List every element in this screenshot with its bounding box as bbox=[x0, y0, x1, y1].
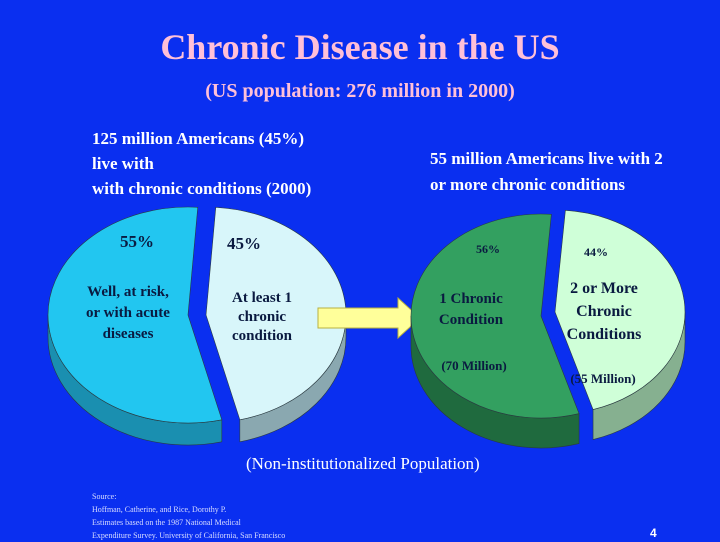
pie-slice-sublabel: (70 Million) bbox=[441, 358, 506, 373]
pie-slice bbox=[410, 213, 580, 419]
arrow-right-icon bbox=[317, 296, 421, 340]
left-heading-line: 125 million Americans (45%) bbox=[92, 129, 305, 148]
pie-chart-right: 56% 1 Chronic Condition (70 Million) 44% 2 or… bbox=[410, 210, 686, 449]
pie-slice-label: At least 1 bbox=[232, 290, 292, 306]
pie-percent-label: 44% bbox=[584, 245, 608, 259]
source-line: Source: bbox=[92, 492, 117, 501]
page-number: 4 bbox=[650, 526, 657, 540]
right-heading-line: or more chronic conditions bbox=[430, 175, 626, 194]
pie-slice-label: Well, at risk, bbox=[87, 284, 169, 300]
pie-percent-label: 56% bbox=[476, 242, 500, 256]
pie-chart-left: 55% Well, at risk, or with acute diseases 45… bbox=[47, 206, 347, 446]
pie-slice-label: condition bbox=[232, 328, 293, 344]
source-line: Estimates based on the 1987 National Med… bbox=[92, 518, 241, 527]
pie-slice bbox=[554, 210, 686, 410]
pie-slice-label: or with acute bbox=[86, 305, 170, 321]
pie-slice-label: Conditions bbox=[567, 326, 642, 343]
pie-slice-label: chronic bbox=[238, 309, 286, 325]
pie-slice-label: 1 Chronic bbox=[439, 291, 503, 307]
right-heading-line: 55 million Americans live with 2 bbox=[430, 149, 663, 168]
population-footnote: (Non-institutionalized Population) bbox=[246, 454, 480, 473]
left-heading-line: with chronic conditions (2000) bbox=[92, 179, 312, 198]
left-heading-line: live with bbox=[92, 154, 154, 173]
slide-subtitle: (US population: 276 million in 2000) bbox=[205, 80, 515, 102]
arrow-shape bbox=[317, 296, 421, 340]
right-chart-heading: 55 million Americans live with 2 or more… bbox=[430, 146, 720, 198]
pie-slice bbox=[47, 206, 223, 424]
pie-slice-label: diseases bbox=[103, 326, 154, 342]
source-line: Expenditure Survey. University of Califo… bbox=[92, 531, 286, 540]
pie-slice bbox=[205, 206, 347, 421]
source-line: Hoffman, Catherine, and Rice, Dorothy P. bbox=[92, 505, 227, 514]
pie-percent-label: 55% bbox=[120, 232, 154, 251]
pie-slice-sublabel: (55 Million) bbox=[570, 371, 635, 386]
pie-slice-label: Condition bbox=[439, 312, 504, 328]
pie-percent-label: 45% bbox=[227, 234, 261, 253]
pie-slice-label: 2 or More bbox=[570, 280, 638, 297]
pie-slice-label: Chronic bbox=[576, 303, 632, 320]
slide-title: Chronic Disease in the US bbox=[160, 27, 560, 67]
source-citation: Source: Hoffman, Catherine, and Rice, Do… bbox=[92, 490, 392, 542]
left-chart-heading: 125 million Americans (45%) live with wi… bbox=[92, 126, 392, 201]
